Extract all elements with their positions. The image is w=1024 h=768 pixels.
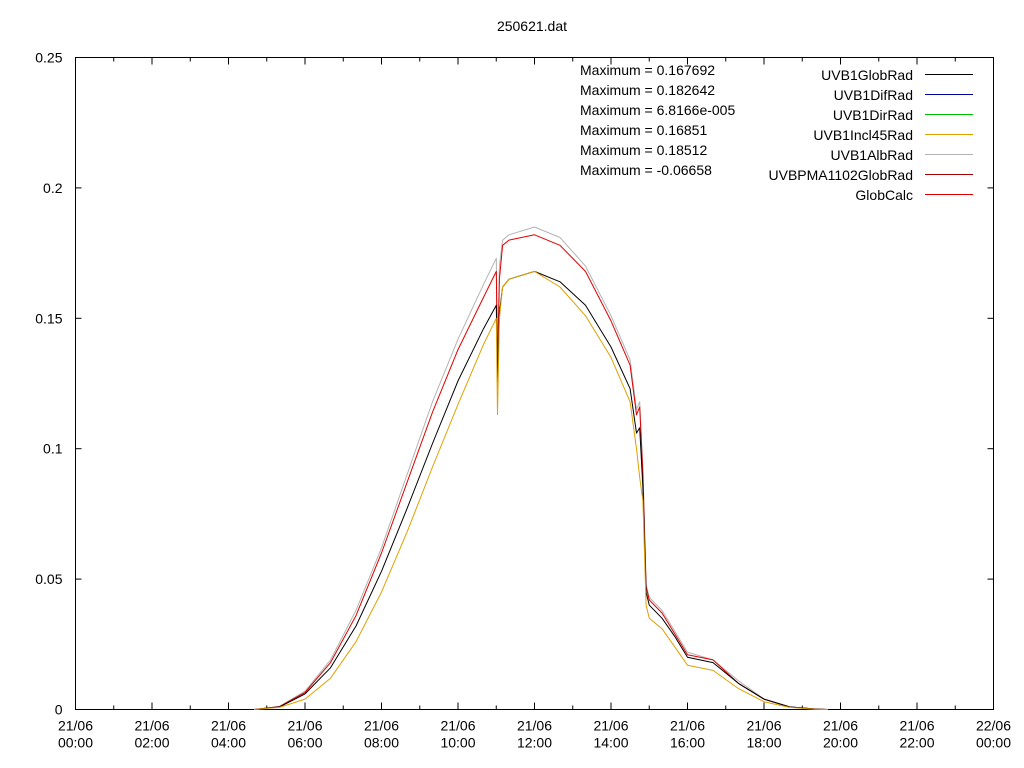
x-tick-label-time: 08:00 (364, 735, 399, 751)
x-tick-label: 21/06 00:00 (58, 718, 93, 751)
series-line-uvb1globrad (253, 270, 828, 710)
x-tick-label-date: 22/06 (976, 718, 1011, 734)
x-tick-label: 21/06 02:00 (134, 718, 169, 751)
series-line-globcalc (253, 234, 828, 710)
y-axis: 0 0.05 0.1 0.15 0.2 0.25 (35, 50, 994, 718)
series-line-uvb1incl45rad (253, 270, 828, 710)
maximum-annotation: Maximum = -0.06658 (580, 162, 712, 178)
x-tick-label-date: 21/06 (823, 718, 858, 734)
x-tick-label: 21/06 12:00 (517, 718, 552, 751)
x-tick-label-time: 20:00 (823, 735, 858, 751)
x-tick-label-date: 21/06 (134, 718, 169, 734)
x-tick-label-date: 21/06 (746, 718, 781, 734)
chart-title: 250621.dat (497, 18, 567, 34)
legend-label: UVBPMA1102GlobRad (769, 167, 913, 183)
series-line-uvb1albrad (253, 226, 828, 710)
x-tick-label: 21/06 08:00 (364, 718, 399, 751)
legend-label: UVB1GlobRad (821, 67, 913, 83)
x-tick-label-time: 06:00 (287, 735, 322, 751)
x-tick-label-time: 16:00 (670, 735, 705, 751)
x-tick-label-date: 21/06 (440, 718, 475, 734)
x-tick-label: 21/06 14:00 (593, 718, 628, 751)
x-tick-label-date: 21/06 (211, 718, 246, 734)
maximum-annotation: Maximum = 0.167692 (580, 62, 715, 78)
legend-label: UVB1AlbRad (831, 147, 914, 163)
y-tick-label: 0.1 (43, 441, 63, 457)
x-tick-label: 21/06 20:00 (823, 718, 858, 751)
x-tick-label-date: 21/06 (593, 718, 628, 734)
x-tick-label-time: 18:00 (746, 735, 781, 751)
x-tick-label: 22/06 00:00 (976, 718, 1011, 751)
legend-label: UVB1DirRad (833, 107, 913, 123)
maximum-annotation: Maximum = 6.8166e-005 (580, 102, 735, 118)
x-tick-label-time: 14:00 (593, 735, 628, 751)
maximum-annotation: Maximum = 0.16851 (580, 122, 707, 138)
y-tick-label: 0 (55, 702, 63, 718)
x-tick-label-date: 21/06 (364, 718, 399, 734)
x-tick-label: 21/06 16:00 (670, 718, 705, 751)
x-tick-label-date: 21/06 (899, 718, 934, 734)
maximum-annotations: Maximum = 0.167692 Maximum = 0.182642 Maxi… (580, 62, 735, 178)
x-tick-label-date: 21/06 (287, 718, 322, 734)
x-tick-label-time: 04:00 (211, 735, 246, 751)
legend: UVB1GlobRad UVB1DifRad UVB1DirRad UVB1Incl4… (769, 67, 973, 203)
maximum-annotation: Maximum = 0.182642 (580, 82, 715, 98)
y-tick-label: 0.05 (35, 571, 62, 587)
x-tick-label-time: 10:00 (440, 735, 475, 751)
y-tick-label: 0.2 (43, 180, 63, 196)
y-tick-label: 0.15 (35, 310, 62, 326)
x-tick-label: 21/06 04:00 (211, 718, 246, 751)
x-tick-label-time: 02:00 (134, 735, 169, 751)
x-tick-label-date: 21/06 (670, 718, 705, 734)
legend-label: UVB1DifRad (834, 87, 913, 103)
x-tick-label: 21/06 10:00 (440, 718, 475, 751)
x-tick-label: 21/06 22:00 (899, 718, 934, 751)
maximum-annotation: Maximum = 0.18512 (580, 142, 707, 158)
x-tick-label: 21/06 18:00 (746, 718, 781, 751)
x-tick-label-time: 00:00 (58, 735, 93, 751)
y-tick-label: 0.25 (35, 50, 62, 66)
x-tick-label: 21/06 06:00 (287, 718, 322, 751)
x-tick-label-date: 21/06 (517, 718, 552, 734)
x-tick-label-time: 22:00 (899, 735, 934, 751)
series-layer (253, 226, 828, 710)
legend-label: GlobCalc (855, 187, 913, 203)
x-tick-label-time: 00:00 (976, 735, 1011, 751)
legend-label: UVB1Incl45Rad (813, 127, 913, 143)
x-tick-label-time: 12:00 (517, 735, 552, 751)
x-tick-label-date: 21/06 (58, 718, 93, 734)
